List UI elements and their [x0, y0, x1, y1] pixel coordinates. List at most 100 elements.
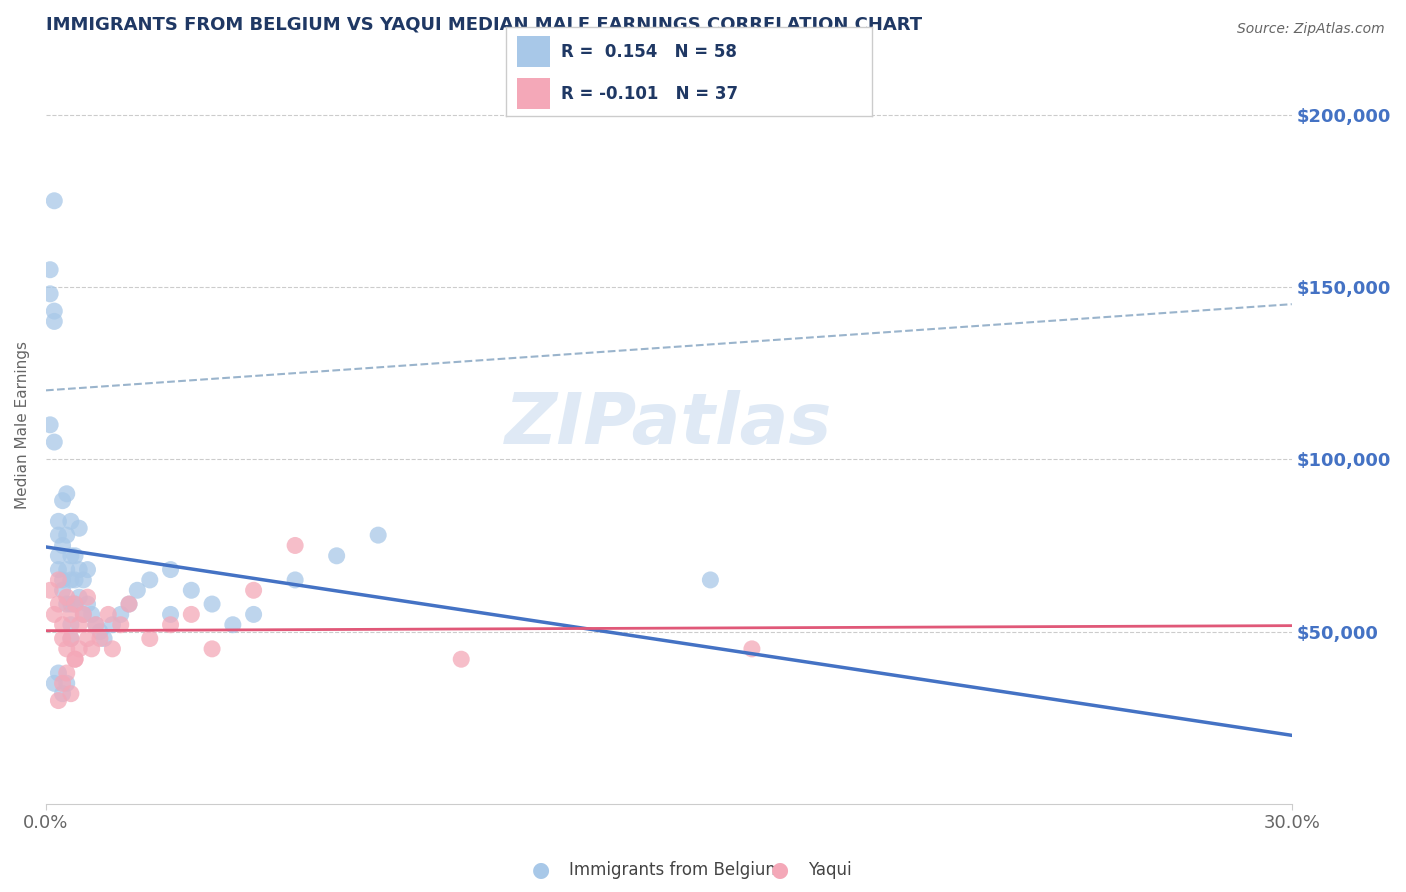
Point [76, 632, 98, 646]
Point [48, 597, 70, 611]
Point [39, 583, 62, 598]
Point [67, 590, 90, 604]
Point [180, 583, 202, 598]
Point [44, 304, 66, 318]
Point [110, 617, 132, 632]
Point [55, 641, 77, 656]
Point [159, 563, 181, 577]
Point [97, 607, 120, 622]
Point [48, 573, 70, 587]
Point [48, 549, 70, 563]
Point [59, 632, 82, 646]
Point [44, 676, 66, 690]
Point [48, 528, 70, 542]
Point [242, 583, 264, 598]
Point [89, 632, 111, 646]
Point [80, 641, 103, 656]
Point [139, 632, 162, 646]
Point [72, 573, 94, 587]
Point [63, 597, 86, 611]
Point [59, 687, 82, 701]
Text: Source: ZipAtlas.com: Source: ZipAtlas.com [1237, 22, 1385, 37]
Point [118, 597, 141, 611]
Point [180, 607, 202, 622]
Point [76, 590, 98, 604]
Point [222, 617, 245, 632]
Point [52, 539, 75, 553]
Point [699, 573, 721, 587]
Point [118, 597, 141, 611]
Text: Immigrants from Belgium: Immigrants from Belgium [569, 861, 782, 879]
Point [52, 493, 75, 508]
Point [63, 652, 86, 666]
Point [55, 528, 77, 542]
Point [55, 563, 77, 577]
Point [59, 632, 82, 646]
Point [44, 435, 66, 450]
Point [59, 573, 82, 587]
Point [89, 624, 111, 639]
Y-axis label: Median Male Earnings: Median Male Earnings [15, 341, 30, 508]
Point [48, 665, 70, 680]
Point [84, 617, 107, 632]
Point [159, 607, 181, 622]
Point [127, 583, 149, 598]
Point [52, 617, 75, 632]
Point [139, 573, 162, 587]
Text: R =  0.154   N = 58: R = 0.154 N = 58 [561, 43, 737, 61]
Point [52, 687, 75, 701]
Point [242, 607, 264, 622]
Point [59, 514, 82, 528]
Point [84, 617, 107, 632]
Point [67, 641, 90, 656]
Point [325, 549, 347, 563]
Point [52, 676, 75, 690]
Point [101, 641, 124, 656]
Point [159, 617, 181, 632]
Point [101, 617, 124, 632]
Point [59, 597, 82, 611]
Point [72, 607, 94, 622]
Point [44, 194, 66, 208]
Point [39, 286, 62, 301]
Point [55, 590, 77, 604]
Text: R = -0.101   N = 37: R = -0.101 N = 37 [561, 85, 738, 103]
Point [48, 514, 70, 528]
Point [55, 487, 77, 501]
Point [450, 652, 472, 666]
Point [201, 641, 224, 656]
Point [63, 597, 86, 611]
Point [63, 549, 86, 563]
Point [67, 563, 90, 577]
Point [284, 573, 307, 587]
Point [76, 597, 98, 611]
Text: ●: ● [533, 860, 550, 880]
Point [80, 607, 103, 622]
Point [52, 583, 75, 598]
Point [67, 521, 90, 535]
Text: ●: ● [772, 860, 789, 880]
Point [48, 563, 70, 577]
Point [59, 549, 82, 563]
Text: IMMIGRANTS FROM BELGIUM VS YAQUI MEDIAN MALE EARNINGS CORRELATION CHART: IMMIGRANTS FROM BELGIUM VS YAQUI MEDIAN … [46, 15, 922, 33]
Point [52, 573, 75, 587]
Text: ZIPatlas: ZIPatlas [505, 391, 832, 459]
Point [93, 632, 115, 646]
Point [76, 563, 98, 577]
Point [67, 617, 90, 632]
Bar [517, 78, 550, 109]
Point [55, 665, 77, 680]
Point [55, 676, 77, 690]
Text: Yaqui: Yaqui [808, 861, 852, 879]
Point [201, 597, 224, 611]
Point [63, 573, 86, 587]
Point [44, 314, 66, 328]
Point [59, 617, 82, 632]
Point [52, 632, 75, 646]
Point [39, 262, 62, 277]
Point [367, 528, 389, 542]
Point [59, 607, 82, 622]
Point [72, 607, 94, 622]
Bar [517, 36, 550, 67]
Point [48, 693, 70, 707]
